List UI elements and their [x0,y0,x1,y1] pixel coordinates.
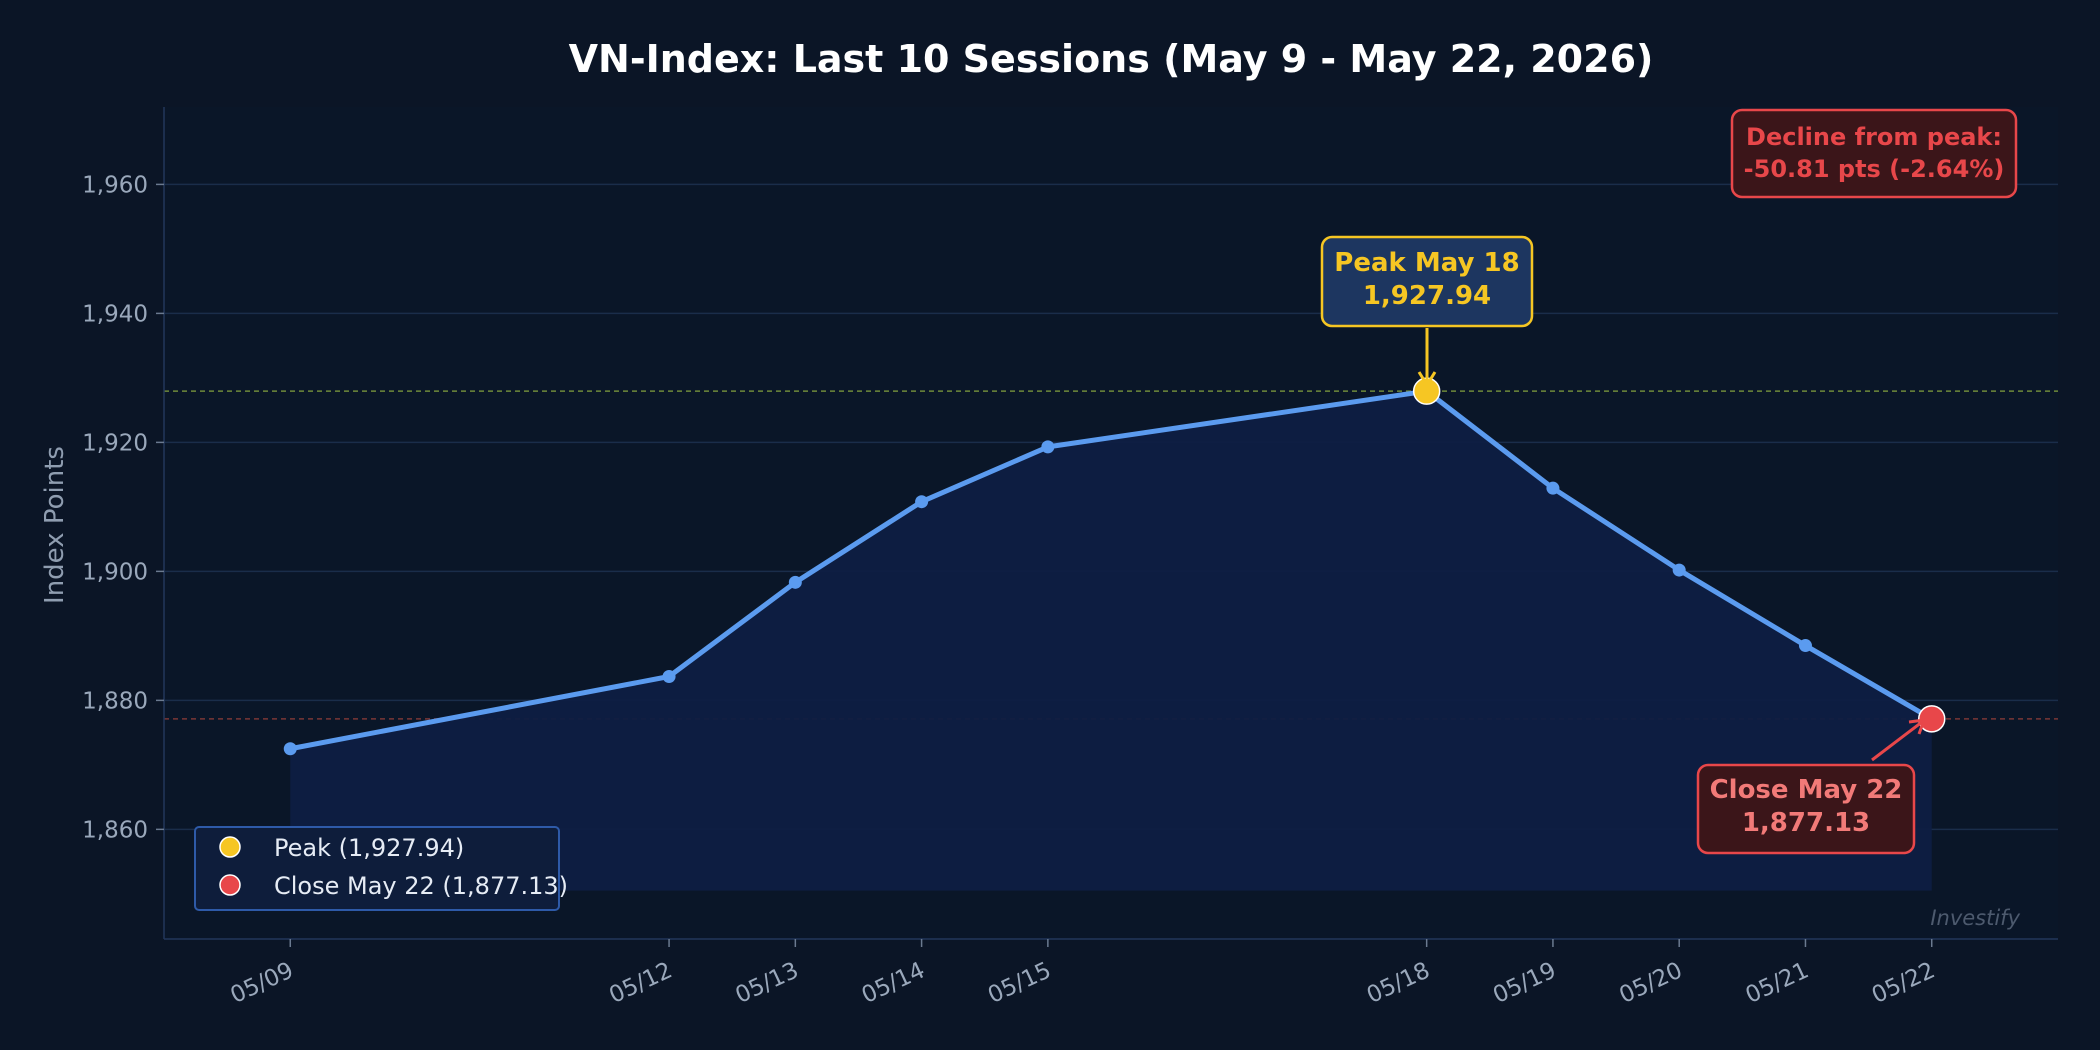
close-arrow [1871,720,1923,762]
data-point [283,742,297,756]
y-tick-label: 1,900 [82,559,148,585]
data-point [1798,639,1812,653]
line-layer [289,388,1933,752]
legend-peak-label: Peak (1,927.94) [274,834,464,862]
y-tick-label: 1,920 [82,430,148,456]
data-point [1041,440,1055,454]
peak-callout-label: Peak May 18 [1334,248,1519,278]
peak-callout-value: 1,927.94 [1363,281,1491,311]
close-marker [1917,705,1946,733]
data-point [1672,563,1686,577]
area-fill [290,391,1932,891]
area-layer [290,391,1932,891]
legend-close-marker [219,874,241,896]
legend-close-label: Close May 22 (1,877.13) [274,872,568,900]
y-ticks: 1,860 1,880 1,900 1,920 1,940 1,960 [82,172,164,843]
y-tick-label: 1,860 [82,817,148,843]
legend-box [194,826,560,911]
close-callout-box [1696,763,1916,855]
y-axis-label: Index Points [40,446,70,604]
close-callout-value: 1,877.13 [1742,808,1870,838]
data-point [915,495,929,509]
legend-peak-marker [219,836,241,858]
data-point [662,670,676,684]
decline-line1: Decline from peak: [1746,123,2002,151]
decline-callout: Decline from peak: -50.81 pts (-2.64%) [1730,108,2018,199]
close-callout-label: Close May 22 [1710,775,1903,805]
peak-callout: Peak May 18 1,927.94 [1320,235,1534,388]
legend: Peak (1,927.94) Close May 22 (1,877.13) [194,826,568,911]
peak-callout-box [1320,235,1534,328]
data-point [788,575,802,589]
data-point [1546,481,1560,495]
y-tick-label: 1,960 [82,172,148,198]
decline-callout-box [1730,108,2018,199]
marker-layer [283,377,1946,756]
y-tick-label: 1,940 [82,301,148,327]
decline-line2: -50.81 pts (-2.64%) [1744,155,2005,183]
peak-arrowhead [1417,371,1437,388]
y-tick-label: 1,880 [82,688,148,714]
close-arrowhead [1908,718,1927,735]
series-line [289,388,1933,752]
watermark: Investify [1930,906,2020,930]
chart-title: VN-Index: Last 10 Sessions (May 9 - May … [569,37,1654,81]
close-callout: Close May 22 1,877.13 [1696,718,1927,855]
